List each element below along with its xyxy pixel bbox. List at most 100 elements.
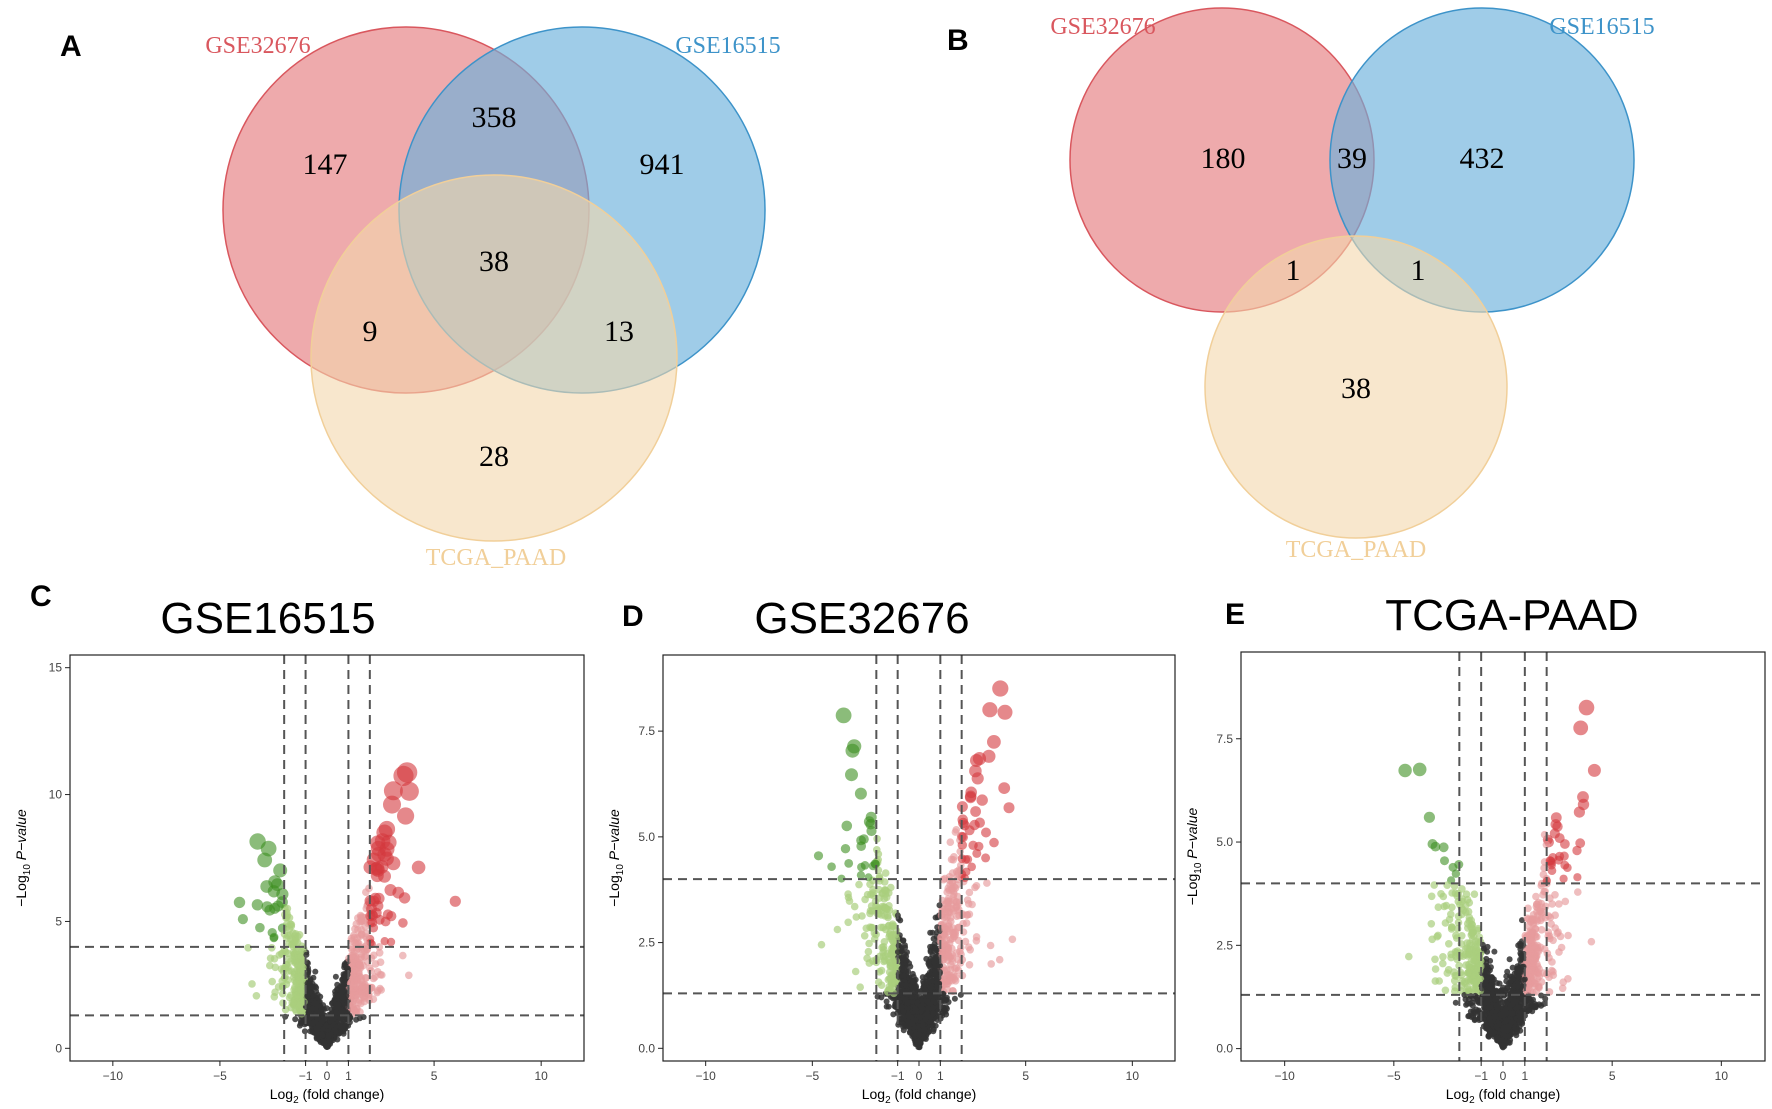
data-point: [886, 928, 895, 936]
x-axis-label: Log2 (fold change): [270, 1086, 385, 1106]
data-point: [1486, 996, 1493, 1003]
data-point: [287, 957, 295, 965]
venn-b-label-tcga: TCGA_PAAD: [1286, 537, 1426, 563]
data-point: [958, 832, 968, 842]
data-point: [925, 1028, 932, 1035]
data-point: [357, 915, 366, 923]
data-point: [1491, 1014, 1498, 1021]
data-point: [1531, 925, 1540, 933]
data-point: [965, 888, 974, 897]
x-tick-label: 1: [345, 1069, 352, 1083]
data-point: [1575, 838, 1586, 849]
x-tick-label: 10: [1715, 1069, 1729, 1083]
data-point: [918, 1003, 925, 1010]
data-point: [877, 966, 886, 975]
data-point: [1448, 862, 1458, 872]
data-point: [1506, 980, 1513, 987]
data-point: [356, 932, 365, 940]
data-point: [284, 963, 292, 971]
data-point: [940, 939, 948, 948]
data-point: [866, 880, 874, 889]
data-point: [260, 840, 277, 857]
data-point: [1540, 945, 1549, 953]
data-point: [983, 879, 991, 887]
data-point: [946, 838, 955, 846]
y-tick-label: 2.5: [638, 936, 655, 950]
data-point: [1470, 1013, 1477, 1020]
data-point: [951, 995, 958, 1002]
panel-letter-c: C: [30, 580, 52, 613]
data-point: [902, 996, 909, 1003]
data-point: [1412, 762, 1427, 777]
data-point: [1552, 821, 1563, 832]
data-point: [276, 888, 289, 901]
x-tick-label: 5: [1609, 1069, 1616, 1083]
data-point: [1516, 1017, 1523, 1024]
data-point: [900, 1014, 907, 1020]
data-point: [1427, 920, 1436, 928]
data-point: [989, 837, 999, 848]
data-point: [941, 932, 950, 940]
data-point: [271, 878, 284, 892]
venn-b-label-gse32676: GSE32676: [1050, 14, 1155, 40]
data-point: [1539, 870, 1548, 879]
x-tick-label: 1: [1521, 1069, 1528, 1083]
data-point: [1466, 939, 1474, 948]
data-point: [1447, 910, 1455, 919]
data-point: [1434, 903, 1443, 911]
data-point: [927, 992, 934, 999]
data-point: [917, 1014, 924, 1021]
x-tick-label: −1: [1474, 1069, 1488, 1083]
y-tick-label: 0: [55, 1041, 62, 1055]
data-point: [916, 1031, 923, 1038]
data-point: [331, 1026, 338, 1033]
x-tick-label: 0: [916, 1069, 923, 1083]
data-point: [927, 1014, 934, 1021]
data-point: [965, 943, 973, 951]
data-point: [1468, 929, 1477, 937]
data-point: [362, 929, 370, 938]
data-point: [286, 991, 295, 1000]
data-point: [967, 862, 976, 872]
data-point: [1431, 955, 1439, 964]
venn-a-label-tcga: TCGA_PAAD: [426, 545, 566, 571]
data-point: [1506, 1032, 1513, 1039]
data-point: [930, 1004, 937, 1011]
venn-b-count-gse16515-tcga: 1: [1411, 254, 1426, 287]
x-tick-label: −10: [1274, 1069, 1295, 1083]
data-point: [1573, 720, 1589, 736]
data-point: [947, 917, 955, 926]
data-point: [855, 880, 863, 889]
data-point: [908, 993, 915, 1000]
x-tick-label: −5: [1387, 1069, 1401, 1083]
x-tick-label: 10: [534, 1069, 548, 1083]
y-tick-label: 5: [55, 914, 62, 928]
data-point: [411, 860, 426, 875]
data-point: [1528, 1002, 1535, 1009]
data-point: [903, 982, 909, 989]
data-point: [1559, 874, 1568, 883]
data-point: [1448, 923, 1456, 931]
data-point: [931, 957, 938, 964]
data-point: [899, 1004, 905, 1011]
venn-a-count-gse16515-tcga: 13: [604, 315, 634, 348]
data-point: [260, 880, 274, 893]
data-point: [1470, 890, 1479, 898]
data-point: [392, 886, 405, 899]
data-point: [340, 971, 347, 978]
data-point: [877, 923, 885, 932]
data-point: [1572, 845, 1582, 856]
data-point: [1532, 915, 1541, 924]
data-point: [1454, 897, 1463, 906]
data-point: [283, 904, 292, 913]
data-point: [1501, 1009, 1508, 1015]
data-point: [380, 937, 389, 946]
venn-b-count-only-tcga: 38: [1341, 372, 1371, 405]
data-point: [954, 955, 962, 964]
data-point: [949, 934, 957, 943]
data-point: [278, 989, 287, 998]
data-point: [943, 899, 951, 908]
data-point: [924, 998, 931, 1005]
data-point: [927, 984, 934, 991]
data-point: [856, 871, 866, 880]
